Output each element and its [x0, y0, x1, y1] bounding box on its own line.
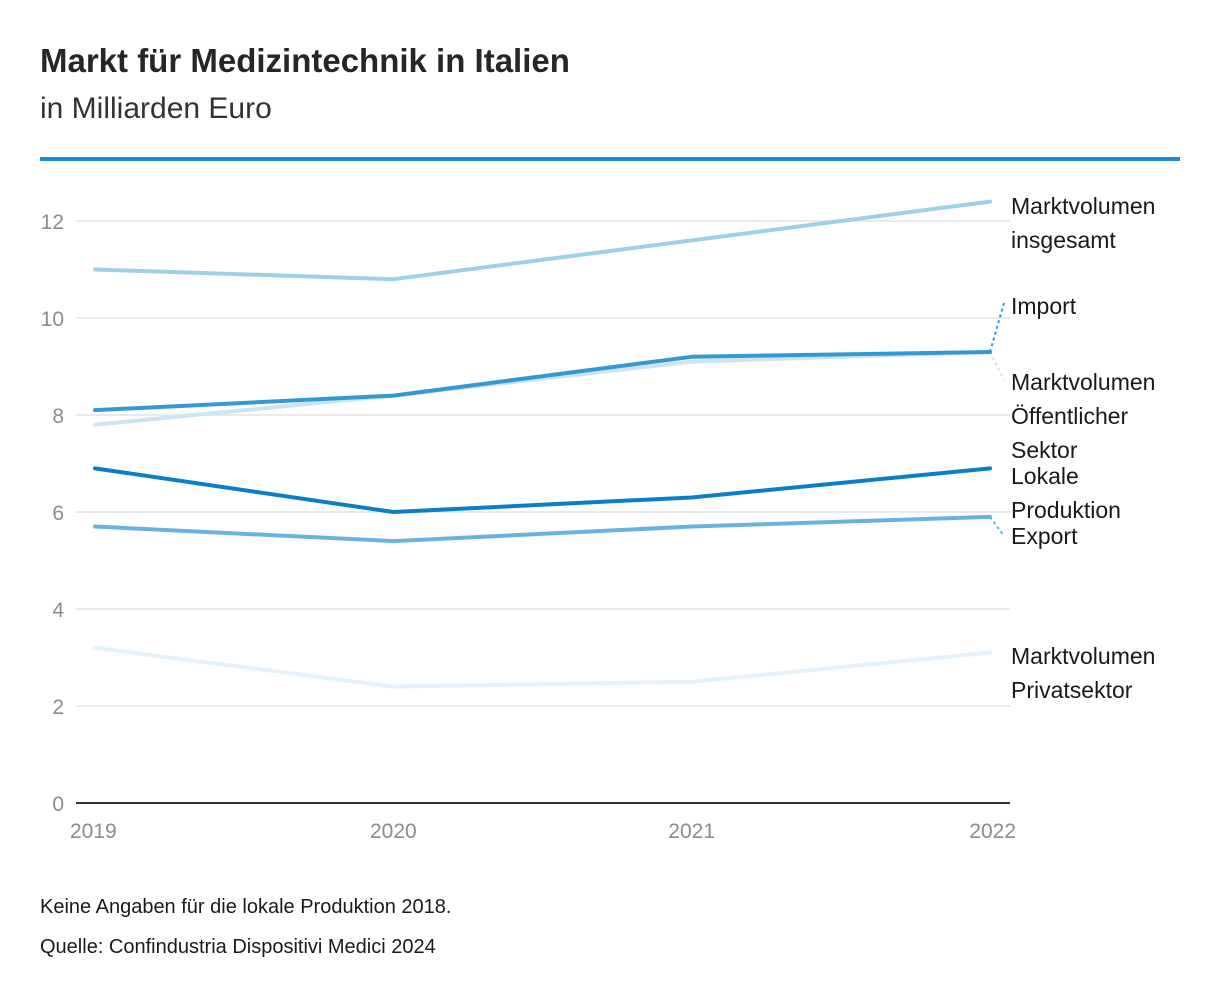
series-line-1	[93, 349, 992, 413]
series-line-3	[93, 466, 992, 514]
x-tick-label: 2022	[969, 820, 1016, 843]
chart-title: Markt für Medizintechnik in Italien	[40, 42, 570, 79]
footnote: Keine Angaben für die lokale Produktion …	[40, 896, 452, 918]
x-axis-ticks: 2019 2020 2021 2022	[70, 820, 1016, 843]
x-tick-label: 2020	[370, 820, 417, 843]
series-line-4	[93, 514, 992, 544]
y-tick-label: 0	[52, 793, 64, 816]
header-rule	[40, 157, 1180, 161]
series-line-0	[93, 199, 992, 282]
series-label-2: Marktvolumen Öffentlicher Sektor	[1011, 369, 1155, 463]
source-note: Quelle: Confindustria Dispositivi Medici…	[40, 936, 436, 958]
leader-line	[989, 516, 1005, 537]
series-label-1: Import	[1011, 293, 1077, 319]
x-tick-label: 2021	[668, 820, 715, 843]
leader-line	[989, 302, 1005, 353]
series-line-5	[93, 645, 992, 689]
y-tick-label: 8	[52, 405, 64, 428]
y-axis-ticks: 0 2 4 6 8 10 12	[41, 211, 65, 816]
series-labels: Marktvolumen insgesamt Import Marktvolumen Ö…	[1011, 193, 1155, 703]
y-tick-label: 2	[52, 696, 64, 719]
x-tick-label: 2019	[70, 820, 117, 843]
chart-subtitle: in Milliarden Euro	[40, 92, 272, 125]
y-tick-label: 4	[52, 599, 64, 622]
series-line-2	[93, 349, 992, 427]
series-lines	[93, 199, 992, 689]
series-label-4: Export	[1011, 523, 1078, 549]
leader-line	[989, 351, 1005, 381]
leader-lines	[989, 302, 1005, 537]
series-label-3: Lokale Produktion	[1011, 463, 1121, 523]
y-tick-label: 12	[41, 211, 64, 234]
series-label-5: Marktvolumen Privatsektor	[1011, 643, 1155, 703]
y-tick-label: 6	[52, 502, 64, 525]
gridlines	[76, 220, 1010, 707]
series-label-0: Marktvolumen insgesamt	[1011, 193, 1155, 253]
y-tick-label: 10	[41, 308, 64, 331]
